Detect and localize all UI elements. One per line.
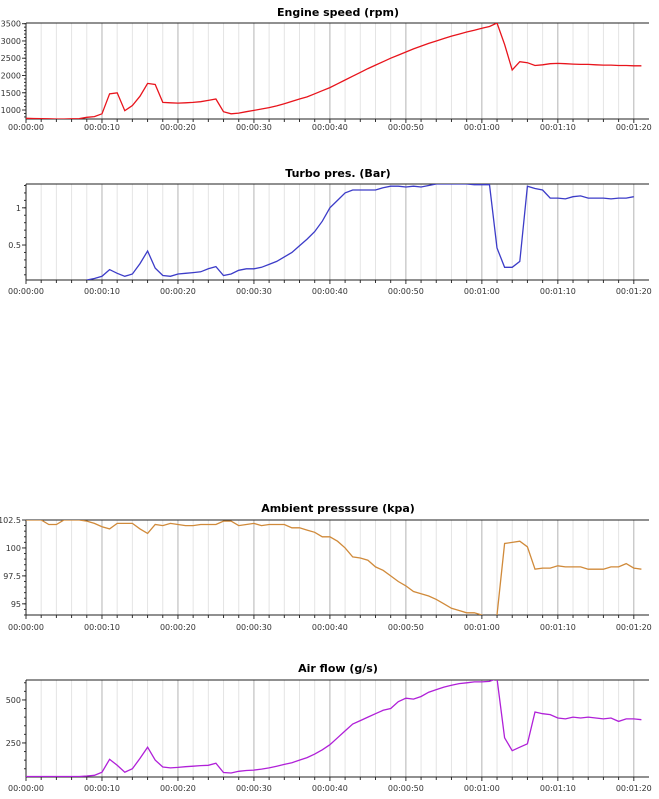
series-line: [26, 23, 642, 119]
y-tick-label: 3500: [1, 20, 21, 29]
series-line: [86, 184, 634, 280]
x-tick-label: 00:00:50: [388, 123, 424, 132]
x-tick-label: 00:00:40: [312, 123, 348, 132]
y-tick-label: 97.5: [3, 572, 21, 581]
y-tick-label: 1: [16, 204, 21, 213]
y-tick-label: 250: [6, 739, 21, 748]
y-tick-label: 102.5: [0, 516, 21, 525]
y-tick-label: 2000: [1, 71, 21, 80]
x-tick-label: 00:01:00: [464, 123, 500, 132]
x-tick-label: 00:00:00: [8, 784, 44, 793]
y-tick-label: 100: [6, 544, 21, 553]
y-tick-label: 3000: [1, 37, 21, 46]
x-tick-label: 00:00:50: [388, 287, 424, 296]
chart-air-flow: Air flow (g/s) 00:00:00 00:00:10 00:00:20 0…: [6, 662, 652, 793]
chart-turbo-pressure: Turbo pres. (Bar) 00:00:00 00:00:10 00:00:…: [8, 167, 652, 296]
x-tick-label: 00:01:10: [540, 287, 576, 296]
chart-ambient-pressure: Ambient presssure (kpa) 00:00:00 00:00:10…: [0, 502, 652, 632]
x-tick-label: 00:00:50: [388, 784, 424, 793]
x-tick-label: 00:00:30: [236, 623, 272, 632]
y-tick-label: 500: [6, 696, 21, 705]
x-tick-label: 00:00:10: [84, 287, 120, 296]
chart-engine-speed: Engine speed (rpm) 00:00:00 00:00:10 00:00…: [1, 6, 652, 132]
x-tick-label: 00:01:00: [464, 287, 500, 296]
x-tick-label: 00:00:30: [236, 287, 272, 296]
x-tick-label: 00:01:10: [540, 623, 576, 632]
chart-title: Ambient presssure (kpa): [261, 502, 415, 515]
x-tick-label: 00:00:40: [312, 623, 348, 632]
series-line: [26, 520, 642, 615]
x-tick-label: 00:00:30: [236, 123, 272, 132]
x-tick-label: 00:01:20: [616, 287, 652, 296]
y-tick-label: 1500: [1, 89, 21, 98]
x-tick-label: 00:00:20: [160, 623, 196, 632]
series-line: [26, 680, 642, 777]
x-tick-label: 00:00:40: [312, 287, 348, 296]
x-tick-label: 00:00:20: [160, 123, 196, 132]
y-tick-label: 2500: [1, 54, 21, 63]
x-tick-label: 00:01:00: [464, 623, 500, 632]
x-tick-label: 00:01:20: [616, 784, 652, 793]
x-tick-label: 00:00:10: [84, 123, 120, 132]
chart-title: Engine speed (rpm): [277, 6, 399, 19]
x-tick-label: 00:00:00: [8, 287, 44, 296]
chart-title: Air flow (g/s): [298, 662, 378, 675]
x-tick-label: 00:00:50: [388, 623, 424, 632]
x-tick-label: 00:00:00: [8, 623, 44, 632]
x-tick-label: 00:00:20: [160, 287, 196, 296]
x-tick-label: 00:00:40: [312, 784, 348, 793]
y-tick-label: 95: [11, 600, 21, 609]
x-tick-label: 00:00:20: [160, 784, 196, 793]
x-tick-label: 00:00:00: [8, 123, 44, 132]
x-tick-label: 00:01:10: [540, 784, 576, 793]
x-tick-label: 00:00:10: [84, 623, 120, 632]
x-tick-label: 00:01:20: [616, 123, 652, 132]
x-tick-label: 00:01:10: [540, 123, 576, 132]
x-tick-label: 00:00:30: [236, 784, 272, 793]
x-tick-label: 00:00:10: [84, 784, 120, 793]
y-tick-label: 0.5: [8, 241, 21, 250]
y-tick-label: 1000: [1, 106, 21, 115]
x-tick-label: 00:01:20: [616, 623, 652, 632]
x-tick-label: 00:01:00: [464, 784, 500, 793]
chart-title: Turbo pres. (Bar): [285, 167, 390, 180]
